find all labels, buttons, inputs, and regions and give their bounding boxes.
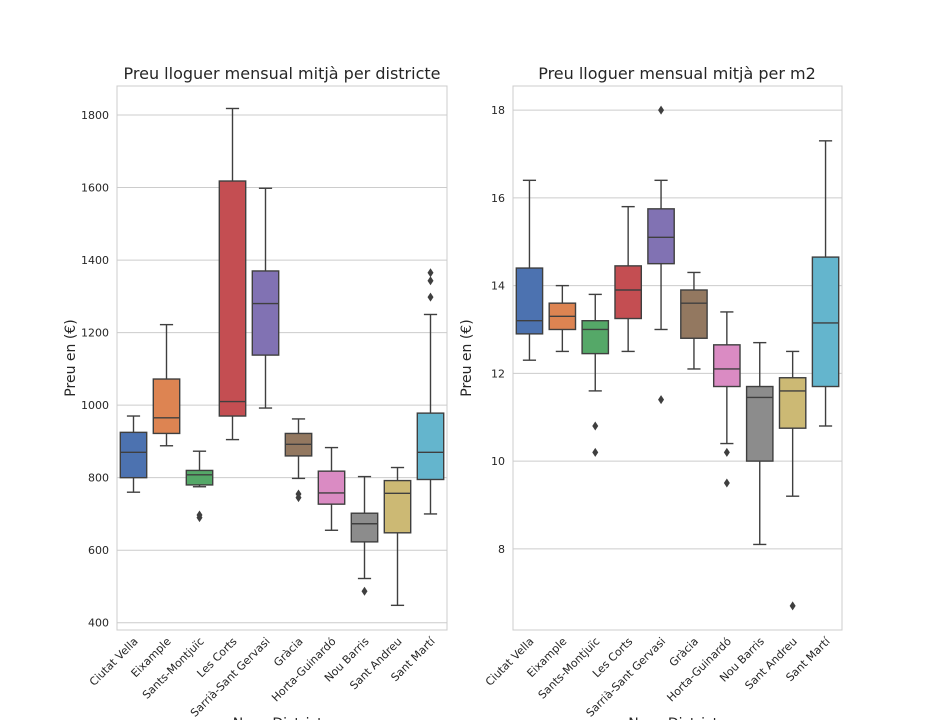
box (647, 208, 675, 265)
y-tick-label: 1800 (81, 109, 109, 122)
outlier-marker (723, 447, 730, 457)
outlier-marker (196, 510, 203, 520)
box (383, 479, 412, 534)
y-tick-label: 1400 (81, 254, 109, 267)
box (811, 256, 840, 388)
box (712, 344, 741, 388)
box (745, 385, 774, 462)
y-tick-label: 600 (88, 544, 109, 557)
box (778, 377, 807, 429)
outlier-marker (658, 395, 665, 405)
y-tick-label: 12 (491, 367, 505, 380)
box (119, 431, 148, 479)
box (251, 270, 280, 356)
outlier-marker (789, 601, 796, 611)
outlier-marker (658, 105, 665, 115)
outlier-marker (361, 586, 368, 596)
y-tick-label: 1600 (81, 182, 109, 195)
chart-title-right: Preu lloguer mensual mitjà per m2 (538, 64, 816, 83)
box (416, 412, 445, 481)
outlier-marker (427, 276, 434, 286)
box (680, 289, 708, 339)
chart-title-left: Preu lloguer mensual mitjà per districte (123, 64, 441, 83)
box (317, 470, 346, 505)
outlier-marker (592, 421, 599, 431)
y-tick-label: 800 (88, 472, 109, 485)
box (614, 265, 643, 320)
y-tick-label: 8 (498, 543, 505, 556)
y-tick-label: 10 (491, 455, 505, 468)
y-tick-label: 1000 (81, 399, 109, 412)
box (152, 378, 181, 435)
y-tick-label: 18 (491, 104, 505, 117)
box (185, 469, 214, 486)
x-tick-label: Ciutat Vella (87, 635, 141, 689)
box (350, 512, 379, 543)
outlier-marker (295, 489, 302, 499)
box (218, 180, 247, 417)
x-tick-label: Ciutat Vella (483, 635, 537, 689)
box (581, 320, 610, 355)
outlier-marker (592, 447, 599, 457)
y-tick-label: 1200 (81, 327, 109, 340)
x-axis-label-right: Nom_Districte (628, 716, 727, 720)
y-axis-label-right: Preu en (€) (459, 319, 475, 396)
y-tick-label: 400 (88, 617, 109, 630)
x-axis-label-left: Nom_Districte (233, 716, 332, 720)
axes-frame (116, 85, 448, 631)
box (515, 267, 544, 335)
outlier-marker (723, 478, 730, 488)
y-axis-label-left: Preu en (€) (63, 319, 79, 396)
axes-frame (512, 85, 843, 631)
outlier-marker (427, 268, 434, 278)
outlier-marker (427, 292, 434, 302)
y-tick-label: 14 (491, 280, 505, 293)
y-tick-label: 16 (491, 192, 505, 205)
